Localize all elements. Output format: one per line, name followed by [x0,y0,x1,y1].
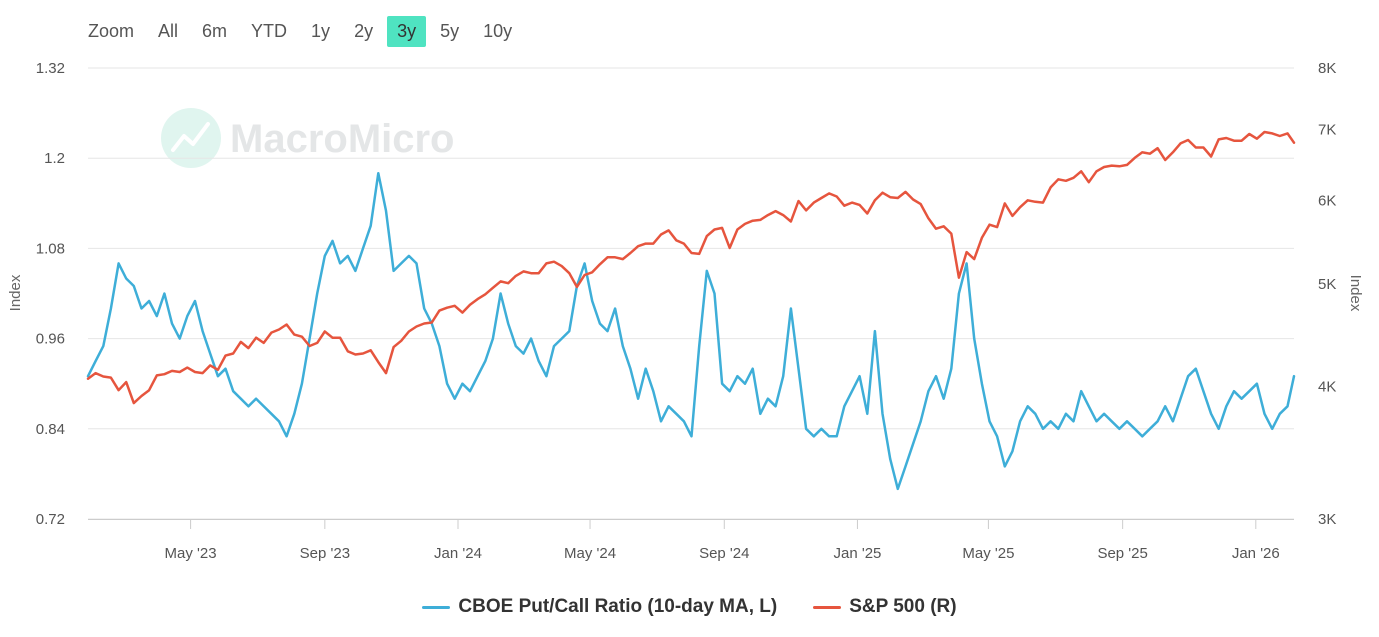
zoom-button-2y[interactable]: 2y [354,20,374,41]
chart-area: MacroMicro May '23 Sep '23 Jan '24 May '24 S… [7,60,1364,562]
right-tick-label: 8K [1318,60,1336,77]
watermark: MacroMicro [161,108,455,168]
right-tick-label: 5K [1318,276,1336,293]
x-tick-label: Jan '24 [434,545,482,562]
watermark-text: MacroMicro [230,117,455,161]
x-tick-label: May '23 [165,545,217,562]
legend-swatch-blue [422,605,451,609]
zoom-button-3y[interactable]: 3y [387,15,427,47]
left-y-axis: 0.72 0.84 0.96 1.08 1.2 1.32 [36,60,65,528]
legend-swatch-red [813,605,842,609]
left-tick-label: 0.96 [36,331,65,348]
x-tick-label: May '25 [962,545,1014,562]
left-tick-label: 1.2 [44,150,65,167]
watermark-logo-icon [161,108,221,168]
put-call-ratio-line [86,171,1296,491]
x-tick-label: Jan '26 [1232,545,1280,562]
left-tick-label: 1.32 [36,60,65,77]
right-y-axis: 3K 4K 5K 6K 7K 8K [1318,60,1336,528]
right-tick-label: 3K [1318,511,1336,528]
zoom-button-5y[interactable]: 5y [440,20,460,41]
left-tick-label: 0.72 [36,511,65,528]
left-tick-label: 0.84 [36,421,65,438]
left-tick-label: 1.08 [36,240,65,257]
right-tick-label: 7K [1318,121,1336,138]
zoom-range-selector: Zoom All 6m YTD 1y 2y 3y 5y 10y [82,14,526,48]
right-axis-title: Index [1347,275,1364,312]
legend: CBOE Put/Call Ratio (10-day MA, L) S&P 5… [0,594,1379,620]
right-tick-label: 6K [1318,192,1336,209]
legend-item-put-call-ratio[interactable]: CBOE Put/Call Ratio (10-day MA, L) [422,596,777,618]
watermark-logo-line [171,122,210,152]
x-tick-label: Sep '25 [1097,545,1147,562]
x-axis: May '23 Sep '23 Jan '24 May '24 Sep '24 Jan '… [88,519,1294,562]
zoom-label: Zoom [88,20,135,41]
zoom-button-10y[interactable]: 10y [483,20,513,41]
zoom-button-1y[interactable]: 1y [311,20,331,41]
x-tick-label: Sep '23 [300,545,350,562]
x-tick-label: Sep '24 [699,545,749,562]
zoom-button-ytd[interactable]: YTD [251,20,288,41]
left-axis-title: Index [7,274,24,311]
sp500-line [86,130,1296,405]
zoom-button-6m[interactable]: 6m [202,20,228,41]
legend-item-sp500[interactable]: S&P 500 (R) [813,596,957,618]
legend-label-put-call-ratio: CBOE Put/Call Ratio (10-day MA, L) [458,596,778,617]
legend-label-sp500: S&P 500 (R) [849,596,957,617]
series-lines [86,130,1296,491]
x-tick-label: May '24 [564,545,616,562]
x-tick-label: Jan '25 [833,545,881,562]
right-tick-label: 4K [1318,379,1336,396]
zoom-button-all[interactable]: All [158,20,179,41]
